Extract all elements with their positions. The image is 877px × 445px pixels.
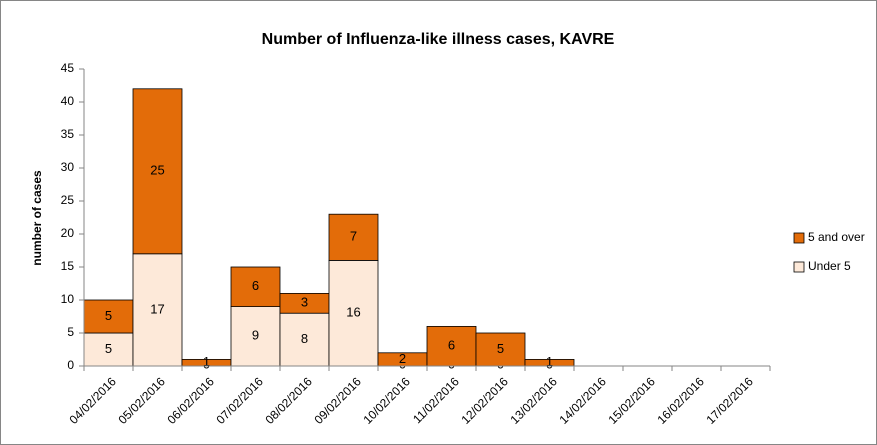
y-tick-label: 15 xyxy=(61,259,75,273)
data-label: 3 xyxy=(301,295,308,310)
data-label: 5 xyxy=(497,341,504,356)
data-label: 17 xyxy=(150,301,164,316)
bar-segment xyxy=(132,253,183,367)
y-tick-label: 25 xyxy=(61,193,75,207)
data-label: 25 xyxy=(150,163,164,178)
y-tick-label: 45 xyxy=(61,61,75,75)
data-label: 9 xyxy=(252,328,259,343)
legend-label: Under 5 xyxy=(808,259,851,273)
data-label: 5 xyxy=(105,308,112,323)
data-label: 2 xyxy=(399,351,406,366)
legend-label: 5 and over xyxy=(808,230,865,244)
data-label: 1 xyxy=(203,354,210,369)
bar-segment xyxy=(230,266,281,307)
y-tick-label: 0 xyxy=(67,358,74,372)
data-label: 5 xyxy=(105,341,112,356)
bar-segment xyxy=(132,88,183,255)
y-tick-label: 40 xyxy=(61,94,75,108)
data-label: 16 xyxy=(346,305,360,320)
data-label: 6 xyxy=(448,338,455,353)
y-tick-label: 30 xyxy=(61,160,75,174)
y-tick-label: 5 xyxy=(67,325,74,339)
data-label: 8 xyxy=(301,331,308,346)
y-axis-label: number of cases xyxy=(30,170,44,266)
bar-segment xyxy=(328,259,379,367)
data-label: 7 xyxy=(350,229,357,244)
bar-segment xyxy=(475,332,526,367)
data-label: 6 xyxy=(252,278,259,293)
legend-swatch xyxy=(793,232,805,244)
y-tick-label: 35 xyxy=(61,127,75,141)
legend-swatch xyxy=(793,261,805,273)
chart-title: Number of Influenza-like illness cases, … xyxy=(262,31,615,48)
y-tick-label: 10 xyxy=(61,292,75,306)
y-tick-label: 20 xyxy=(61,226,75,240)
bar-segment xyxy=(328,213,379,261)
bar-segment xyxy=(426,325,477,367)
data-label: 1 xyxy=(546,354,553,369)
